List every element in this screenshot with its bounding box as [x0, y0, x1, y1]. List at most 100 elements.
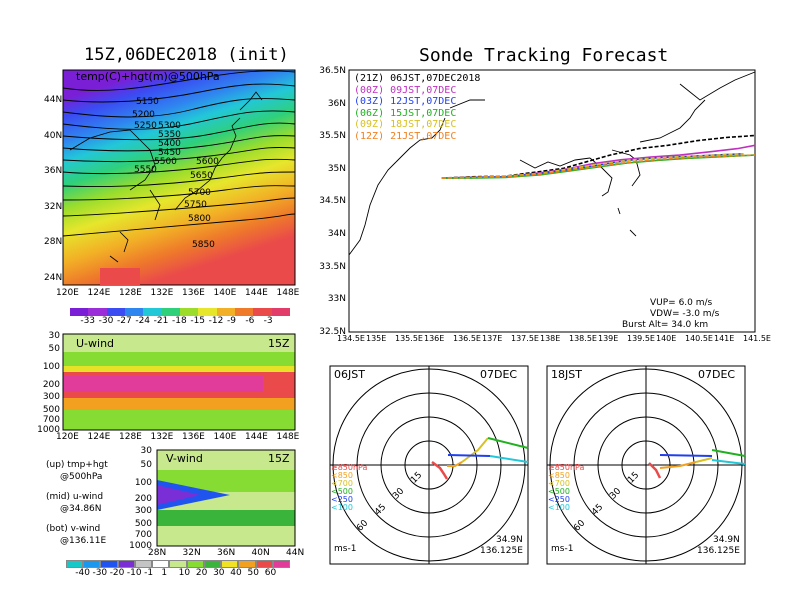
- height-contours: [62, 70, 296, 237]
- temp-colorbar-label: -6: [245, 316, 255, 326]
- track-line: [441, 153, 744, 179]
- hodo-level: <700: [331, 479, 353, 488]
- temp-colorbar-swatch: [88, 308, 107, 316]
- lon-tick: 120E: [56, 288, 79, 298]
- track-lat-tick: 36N: [327, 98, 346, 109]
- contour-label: 5800: [188, 214, 211, 224]
- contour-label: 5500: [154, 157, 177, 167]
- hodo-right-date: 07DEC: [698, 368, 736, 381]
- hodo-left-lat: 34.9N: [496, 535, 523, 545]
- wind-colorbar-label: -10: [126, 568, 142, 578]
- hodo-right-lat: 34.9N: [713, 535, 740, 545]
- uwind-lon-tick: 144E: [245, 432, 268, 442]
- hodo-left-date: 07DEC: [480, 368, 518, 381]
- uwind-p-tick: 100: [42, 362, 60, 372]
- temp-colorbar-label: -21: [153, 316, 169, 326]
- hodo-left-lon: 136.125E: [480, 546, 523, 556]
- vwind-lat-tick: 32N: [182, 548, 201, 558]
- track-legend-entry: (09Z) 18JST,07DEC: [354, 119, 457, 130]
- uwind-lon-tick: 120E: [56, 432, 79, 442]
- hodo-level: <100: [548, 503, 570, 512]
- track-lat-tick: 36.5N: [319, 66, 346, 76]
- vwind-p-tick: 1000: [129, 541, 152, 551]
- track-lines: [441, 134, 756, 179]
- wind-colorbar-label: -30: [92, 568, 108, 578]
- track-lon-tick: 136.5E: [453, 334, 481, 343]
- vwind-time: 15Z: [268, 452, 290, 465]
- hodo-right-units: ms-1: [551, 544, 574, 554]
- track-lon-tick: 139E: [598, 334, 619, 343]
- track-lon-tick: 140.5E: [685, 334, 713, 343]
- track-lon-tick: 138.5E: [569, 334, 597, 343]
- temp-colorbar-label: -27: [117, 316, 132, 326]
- track-legend-entry: (06Z) 15JST,07DEC: [354, 107, 457, 119]
- lon-tick: 148E: [276, 288, 300, 298]
- contour-label: 5250: [134, 121, 157, 131]
- hodo-level: <250: [331, 495, 353, 504]
- temp-colorbar-swatch: [235, 308, 254, 316]
- uwind-p-tick: 300: [42, 392, 60, 402]
- lon-tick: 144E: [245, 288, 268, 298]
- wind-colorbar-label: -40: [75, 568, 90, 578]
- temp-colorbar-label: -3: [263, 316, 273, 326]
- vwind-p-tick: 300: [134, 506, 152, 516]
- hodo-left-units: ms-1: [334, 544, 357, 554]
- hodo-level: <100: [331, 503, 353, 512]
- wind-colorbar-label: 60: [264, 568, 277, 578]
- track-legend-entry: (21Z) 06JST,07DEC2018: [354, 73, 481, 84]
- hodo-level: <850: [548, 471, 570, 480]
- wind-colorbar-label: 40: [230, 568, 242, 578]
- hodo-level: <850: [331, 471, 353, 480]
- track-lon-tick: 135E: [366, 334, 387, 343]
- contour-label: 5450: [158, 148, 181, 158]
- temp-colorbar-swatch: [161, 308, 180, 316]
- wind-colorbar-swatch: [100, 560, 118, 568]
- temp-map-label: temp(C)+hgt(m)@500hPa: [76, 70, 220, 83]
- temp-colorbar-label: -9: [227, 316, 236, 326]
- uwind-lon-tick: 132E: [150, 432, 174, 442]
- track-lon-tick: 139.5E: [627, 334, 655, 343]
- hodo-level: <500: [331, 487, 353, 496]
- temp-colorbar-label: -24: [135, 316, 151, 326]
- vwind-p-tick: 30: [140, 446, 152, 456]
- wind-colorbar-swatch: [152, 560, 170, 568]
- wind-colorbar-label: 1: [161, 568, 168, 578]
- contour-label: 5350: [158, 130, 181, 140]
- burst-text: Burst Alt= 34.0 km: [622, 320, 709, 330]
- vwind-lat-tick: 36N: [217, 548, 236, 558]
- note-bot: (bot) v-wind: [46, 524, 101, 534]
- hodo-level: <250: [548, 495, 570, 504]
- wind-colorbar-label: 10: [178, 568, 191, 578]
- uwind-lon-tick: 148E: [276, 432, 300, 442]
- temp-colorbar-swatch: [180, 308, 199, 316]
- hodo-level: ≥850hPa: [331, 463, 368, 472]
- track-lon-tick: 137.5E: [511, 334, 539, 343]
- track-line: [441, 134, 756, 179]
- vwind-p-tick: 200: [134, 494, 152, 504]
- wind-colorbar-label: 30: [213, 568, 225, 578]
- contour-label: 5400: [158, 139, 181, 149]
- lat-tick: 32N: [44, 201, 63, 212]
- japan-coastline: [69, 91, 263, 263]
- hodo-right-time: 18JST: [551, 368, 582, 381]
- wind-colorbar-swatch: [83, 560, 101, 568]
- wind-colorbar-swatch: [272, 560, 290, 568]
- wind-colorbar-swatch: [238, 560, 256, 568]
- temp-colorbar-label: -30: [98, 316, 114, 326]
- contour-label: 5650: [190, 171, 213, 181]
- uwind-p-tick: 30: [48, 331, 60, 341]
- uwind-time: 15Z: [268, 337, 290, 350]
- note-mid: (mid) u-wind: [46, 492, 104, 502]
- temp-colorbar-label: -33: [80, 316, 96, 326]
- uwind-p-tick: 1000: [37, 425, 60, 435]
- lat-tick: 44N: [44, 95, 63, 105]
- note-up: (up) tmp+hgt: [46, 460, 108, 470]
- contour-label: 5150: [136, 97, 159, 107]
- vup-text: VUP= 6.0 m/s: [650, 298, 713, 308]
- track-lon-tick: 135.5E: [395, 334, 423, 343]
- track-legend-entry: (12Z) 21JST,07DEC: [354, 130, 457, 142]
- contour-label: 5700: [188, 188, 211, 198]
